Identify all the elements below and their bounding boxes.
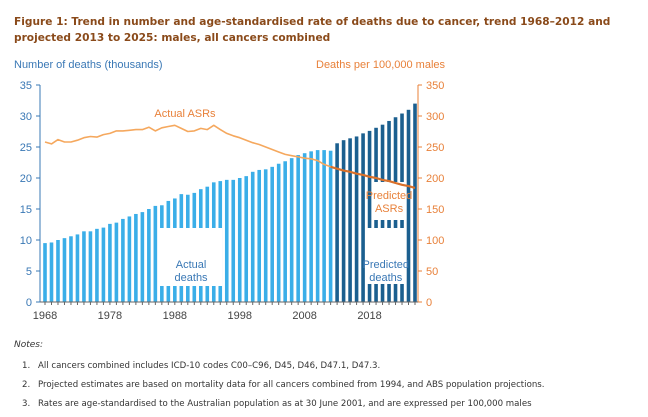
note-item: 1. All cancers combined includes ICD-10 c…	[22, 359, 544, 378]
bar-2017	[361, 133, 365, 302]
asr-lines	[44, 124, 416, 189]
predicted-asrs-label-line-1: ASRs	[375, 203, 404, 215]
right-tick-label: 100	[426, 235, 444, 247]
bar-2003	[270, 166, 274, 302]
annotation-masks	[157, 182, 407, 286]
bar-1973	[75, 234, 80, 302]
bar-2006	[289, 158, 294, 302]
note-item: 3. Rates are age-standardised to the Aust…	[22, 397, 544, 416]
bar-2012	[328, 150, 333, 302]
bar-1974	[82, 231, 86, 302]
predicted-deaths-label-line-0: Predicted	[363, 259, 409, 271]
actual-deaths-label-line-1: deaths	[175, 272, 209, 284]
note-number: 2.	[22, 380, 31, 390]
right-tick-label: 300	[426, 111, 444, 123]
bar-2002	[263, 169, 268, 302]
note-text: All cancers combined includes ICD-10 cod…	[38, 361, 381, 371]
bar-1978	[108, 223, 112, 302]
bar-1970	[56, 240, 60, 302]
bar-2018	[367, 130, 372, 302]
bar-1996	[224, 179, 229, 302]
right-tick-label: 350	[426, 80, 444, 92]
bar-2010	[315, 150, 320, 302]
x-tick-label: 2008	[292, 310, 316, 322]
bar-2008	[302, 153, 307, 302]
bar-1982	[134, 213, 138, 302]
left-tick-label: 25	[20, 142, 32, 154]
bar-1999	[244, 176, 249, 302]
bar-1976	[95, 228, 99, 302]
actual-asrs-label: Actual ASRs	[154, 108, 216, 120]
left-tick-label: 0	[26, 297, 32, 309]
bar-1979	[114, 222, 119, 302]
right-tick-label: 250	[426, 142, 444, 154]
annotations: Actual ASRsPredictedASRsActualdeathsPred…	[154, 108, 412, 284]
bar-2015	[348, 138, 352, 302]
bar-1981	[127, 216, 132, 302]
label-mask-1	[372, 182, 407, 220]
left-axis-label: Number of deaths (thousands)	[14, 59, 163, 71]
left-tick-label: 10	[20, 235, 32, 247]
bar-2005	[283, 161, 287, 302]
bar-2001	[257, 169, 262, 302]
bar-1968	[43, 243, 47, 302]
bar-1984	[147, 209, 151, 302]
notes-title: Notes:	[14, 340, 44, 350]
right-tick-label: 150	[426, 204, 444, 216]
right-tick-label: 200	[426, 173, 444, 185]
bar-1971	[62, 238, 67, 302]
bar-1969	[49, 242, 54, 302]
x-tick-label: 2018	[357, 310, 381, 322]
left-tick-label: 15	[20, 204, 32, 216]
bar-2000	[250, 171, 255, 302]
x-tick-label: 1988	[163, 310, 187, 322]
label-mask-0	[157, 228, 223, 286]
x-tick-label: 1998	[227, 310, 251, 322]
label-mask-2	[365, 228, 407, 284]
note-number: 1.	[22, 361, 31, 371]
left-tick-label: 5	[26, 266, 32, 278]
x-tick-label: 1978	[98, 310, 122, 322]
figure-title: Figure 1: Trend in number and age-standa…	[14, 16, 611, 44]
note-text: Rates are age-standardised to the Austra…	[38, 399, 532, 409]
bar-1998	[237, 178, 242, 302]
bar-2024	[406, 109, 411, 302]
note-number: 3.	[22, 399, 31, 409]
right-tick-label: 0	[426, 297, 432, 309]
bar-1977	[101, 227, 106, 302]
actual-deaths-label-line-0: Actual	[176, 259, 207, 271]
bar-2004	[276, 163, 281, 302]
left-tick-label: 35	[20, 80, 32, 92]
right-tick-label: 50	[426, 266, 438, 278]
bar-1997	[231, 179, 236, 302]
bar-2011	[322, 150, 326, 302]
right-axis-label: Deaths per 100,000 males	[316, 59, 446, 71]
bar-1983	[140, 212, 145, 302]
left-tick-label: 30	[20, 111, 32, 123]
bar-2007	[296, 155, 300, 302]
note-item: 2. Projected estimates are based on morta…	[22, 378, 544, 397]
bar-1985	[153, 205, 158, 302]
actual-asrs-line	[44, 124, 331, 168]
bar-1980	[121, 218, 125, 302]
notes-list: 1. All cancers combined includes ICD-10 c…	[22, 359, 544, 416]
bar-1972	[69, 236, 73, 302]
bar-2014	[341, 140, 346, 302]
bar-2013	[335, 143, 339, 302]
left-tick-label: 20	[20, 173, 32, 185]
note-text: Projected estimates are based on mortali…	[38, 380, 545, 390]
x-tick-label: 1968	[33, 310, 57, 322]
predicted-asrs-label-line-0: Predicted	[366, 190, 412, 202]
predicted-deaths-label-line-1: deaths	[369, 272, 403, 284]
bar-2025	[413, 103, 417, 302]
bar-2016	[354, 136, 359, 302]
bar-1975	[88, 231, 93, 302]
predicted-asrs-line	[330, 165, 416, 189]
bar-2009	[309, 151, 313, 302]
